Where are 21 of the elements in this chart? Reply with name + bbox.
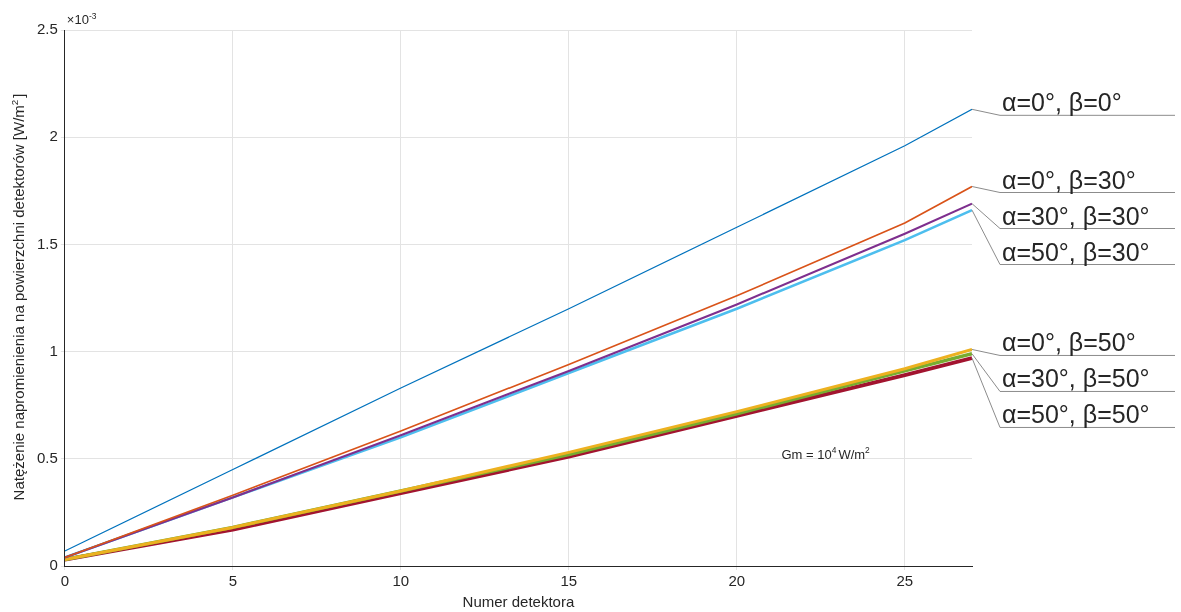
x-tick-label: 0 <box>60 572 70 590</box>
x-tick-label: 10 <box>392 572 410 590</box>
x-tick-label: 20 <box>728 572 746 590</box>
text: α=50°, β=50° <box>1002 400 1150 429</box>
y-tick-label: 1.5 <box>36 234 58 252</box>
y-axis-title: Natężenie napromienienia na powierzchni detektorów [W/m2] <box>8 93 27 501</box>
y-tick-label: 0.5 <box>36 448 58 466</box>
x-tick-label: 15 <box>560 572 578 590</box>
series-label: α=30°, β=30° <box>1002 201 1150 230</box>
y-tick-label: 2 <box>49 127 58 145</box>
series-label: α=0°, β=50° <box>1002 328 1136 357</box>
y-tick-label: 0 <box>49 556 58 574</box>
series-label: α=0°, β=30° <box>1002 165 1136 194</box>
x-tick-label: 25 <box>896 572 914 590</box>
y-tick-label: 1 <box>49 341 58 359</box>
series-label: α=30°, β=50° <box>1002 364 1150 393</box>
series-label: α=0°, β=0° <box>1002 88 1122 117</box>
series-label: α=50°, β=30° <box>1002 237 1150 266</box>
x-axis-title: Numer detektora <box>462 593 575 611</box>
x-tick-label: 5 <box>228 572 238 590</box>
y-tick-label: 2.5 <box>36 20 58 38</box>
